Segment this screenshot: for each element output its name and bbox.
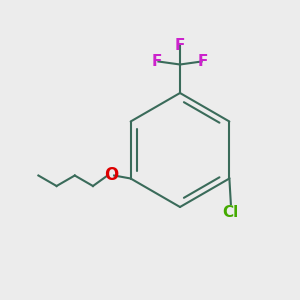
Text: O: O bbox=[104, 167, 118, 184]
Text: F: F bbox=[175, 38, 185, 53]
Text: F: F bbox=[152, 54, 162, 69]
Text: Cl: Cl bbox=[223, 205, 239, 220]
Text: F: F bbox=[198, 54, 208, 69]
